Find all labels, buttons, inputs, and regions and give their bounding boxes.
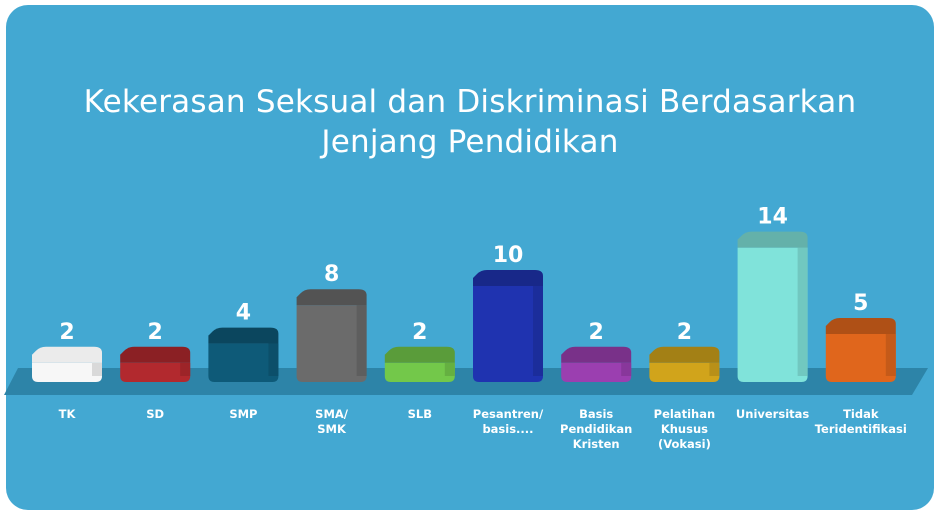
value-label-9: 14 — [757, 205, 788, 230]
category-label-6: Pesantren/basis.... — [473, 407, 544, 436]
bar-side-shade — [797, 247, 808, 376]
bar-3 — [208, 327, 279, 382]
bar-7 — [561, 346, 632, 382]
category-label-9: Universitas — [736, 407, 809, 421]
bar-side-shade — [444, 362, 455, 376]
value-label-1: 2 — [59, 320, 74, 345]
value-labels-group: 2 2 4 8 2 10 2 2 14 5 — [59, 205, 868, 345]
category-label-1: TK — [59, 407, 77, 421]
bar-side-shade — [885, 334, 896, 376]
category-label-3: SMP — [229, 407, 257, 421]
bar-top-cap — [296, 289, 367, 306]
bar-top-cap — [384, 346, 455, 363]
bar-side-shade — [709, 362, 720, 376]
bar-body — [296, 305, 367, 382]
bar-top-cap — [737, 231, 808, 248]
bar-top-cap — [32, 346, 102, 363]
bar-body — [32, 362, 102, 382]
bar-body — [208, 343, 279, 382]
chart-title: Kekerasan Seksual dan Diskriminasi Berda… — [0, 82, 940, 162]
bar-6 — [473, 270, 543, 382]
value-label-6: 10 — [493, 243, 524, 268]
bar-body — [120, 362, 191, 382]
category-label-10: Tidak Teridentifikasi — [815, 407, 907, 436]
bar-side-shade — [180, 362, 191, 376]
bar-side-shade — [356, 305, 367, 376]
bar-body — [825, 334, 896, 382]
bar-body — [473, 286, 543, 382]
bar-side-shade — [621, 362, 632, 376]
bar-body — [649, 362, 720, 382]
bar-side-shade — [92, 362, 102, 376]
category-label-2: SD — [146, 407, 164, 421]
value-label-8: 2 — [677, 320, 692, 345]
chart-title-line-2: Jenjang Pendidikan — [321, 124, 619, 160]
value-label-5: 2 — [412, 320, 427, 345]
value-label-2: 2 — [148, 320, 163, 345]
category-label-5: SLB — [408, 407, 432, 421]
bar-top-cap — [120, 346, 191, 363]
bar-body — [561, 362, 632, 382]
bar-top-cap — [473, 270, 543, 286]
bar-10 — [825, 318, 896, 382]
bar-body — [384, 362, 455, 382]
value-label-3: 4 — [236, 301, 251, 326]
category-label-7: Basis Pendidikan Kristen — [560, 407, 632, 451]
value-label-4: 8 — [324, 262, 339, 287]
bar-top-cap — [825, 318, 896, 334]
bar-top-cap — [208, 327, 279, 344]
value-label-7: 2 — [589, 320, 604, 345]
bar-side-shade — [268, 343, 279, 376]
bar-top-cap — [649, 346, 720, 363]
bar-9 — [737, 231, 808, 382]
bar-5 — [384, 346, 455, 382]
value-label-10: 5 — [853, 291, 868, 316]
bar-8 — [649, 346, 720, 382]
category-label-8: Pelatihan Khusus (Vokasi) — [654, 407, 716, 451]
bar-body — [737, 247, 808, 382]
bar-2 — [120, 346, 191, 382]
bar-4 — [296, 289, 367, 382]
category-label-4: SMA/SMK — [315, 407, 349, 436]
bar-1 — [32, 346, 102, 382]
bars-group — [32, 231, 896, 382]
category-labels-group: TK SD SMP SMA/SMK SLB Pesantren/basis.... Basi… — [59, 407, 907, 451]
bar-side-shade — [533, 286, 543, 376]
chart-title-line-1: Kekerasan Seksual dan Diskriminasi Berda… — [83, 84, 857, 120]
bar-top-cap — [561, 346, 632, 363]
